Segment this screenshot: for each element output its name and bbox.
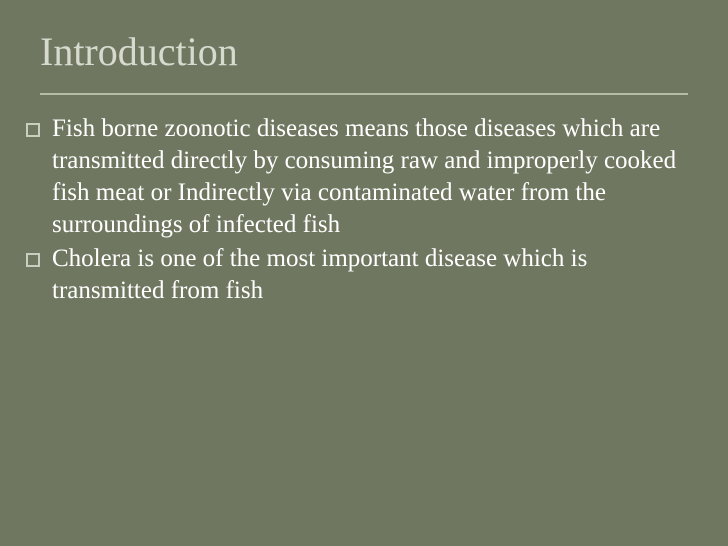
bullet-text: Cholera is one of the most important dis… [52,243,688,307]
title-region: Introduction [0,0,728,85]
slide: Introduction Fish borne zoonotic disease… [0,0,728,546]
content-region: Fish borne zoonotic diseases means those… [0,95,728,307]
slide-title: Introduction [40,28,688,75]
square-bullet-icon [26,123,40,137]
bullet-item: Cholera is one of the most important dis… [26,243,688,307]
bullet-item: Fish borne zoonotic diseases means those… [26,113,688,241]
bullet-text: Fish borne zoonotic diseases means those… [52,113,688,241]
square-bullet-icon [26,253,40,267]
